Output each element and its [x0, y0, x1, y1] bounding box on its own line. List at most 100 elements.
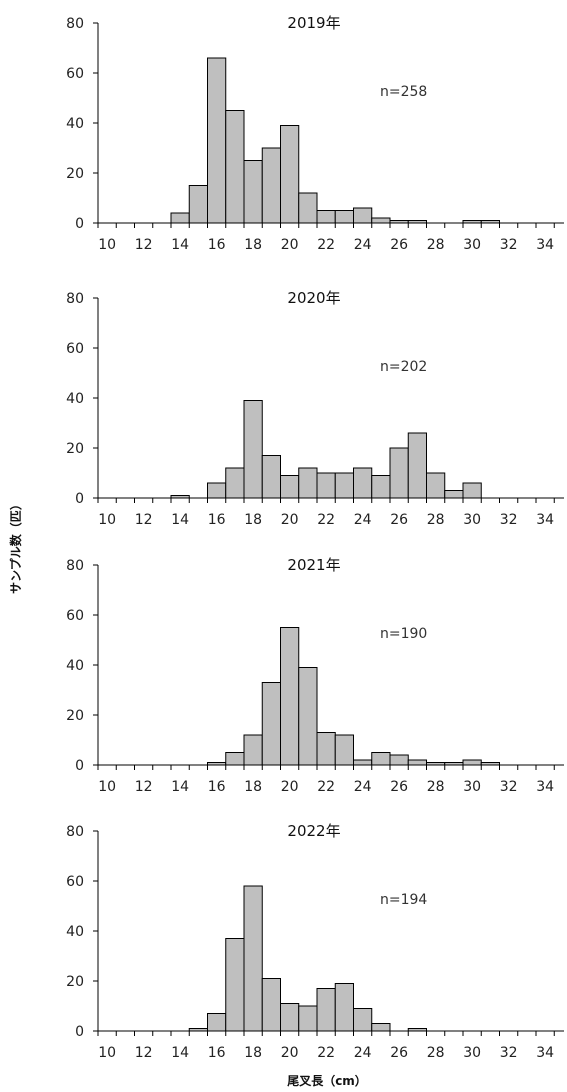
histogram-bar — [225, 110, 245, 224]
x-tick-label: 10 — [98, 779, 116, 795]
histogram-bar — [207, 57, 227, 224]
y-axis-title: サンプル数（匹） — [8, 498, 23, 594]
y-tick-label: 80 — [66, 291, 84, 307]
histogram-bar — [188, 185, 208, 224]
histogram-bar — [261, 455, 281, 499]
histogram-bar — [353, 467, 373, 499]
x-tick-label: 22 — [317, 1045, 335, 1061]
histogram-bar — [334, 210, 354, 224]
chart-title: 2020年 — [287, 289, 340, 307]
x-tick-label: 12 — [135, 1045, 153, 1061]
histogram-bar — [243, 400, 263, 499]
histogram-bar — [243, 160, 263, 224]
histogram-panel: 0 20 40 60 80 10 12 14 16 18 20 22 24 26 28 30 32 34 2021年… — [66, 556, 564, 795]
y-tick-label: 20 — [66, 708, 84, 724]
x-tick-label: 26 — [390, 779, 408, 795]
panels-group: 0 20 40 60 80 10 12 14 16 18 20 22 24 26 28 30 32 34 2019年… — [66, 14, 564, 1061]
x-tick-label: 30 — [463, 1045, 481, 1061]
histogram-bar — [280, 125, 300, 224]
histogram-bar — [298, 467, 318, 499]
x-tick-label: 16 — [208, 512, 226, 528]
histogram-bar — [371, 1023, 391, 1032]
x-tick-label: 20 — [281, 1045, 299, 1061]
x-tick-label: 18 — [244, 779, 262, 795]
histogram-bar — [334, 983, 354, 1032]
histogram-bar — [280, 627, 300, 766]
x-tick-label: 32 — [500, 779, 518, 795]
histogram-bar — [407, 432, 427, 499]
x-tick-label: 18 — [244, 1045, 262, 1061]
y-tick-label: 20 — [66, 441, 84, 457]
histogram-panel: 0 20 40 60 80 10 12 14 16 18 20 22 24 26 28 30 32 34 2022年… — [66, 822, 564, 1061]
x-tick-label: 24 — [354, 512, 372, 528]
x-tick-label: 20 — [281, 512, 299, 528]
histogram-bar — [462, 759, 482, 766]
y-tick-label: 0 — [75, 491, 84, 507]
y-tick-label: 40 — [66, 116, 84, 132]
x-tick-label: 16 — [208, 779, 226, 795]
histogram-panel: 0 20 40 60 80 10 12 14 16 18 20 22 24 26 28 30 32 34 2019年… — [66, 14, 564, 253]
y-tick-label: 80 — [66, 16, 84, 32]
x-tick-label: 34 — [536, 512, 554, 528]
x-tick-label: 12 — [135, 512, 153, 528]
x-tick-label: 10 — [98, 1045, 116, 1061]
histogram-bar — [261, 978, 281, 1032]
x-tick-label: 28 — [427, 237, 445, 253]
histogram-bar — [371, 752, 391, 766]
y-tick-label: 20 — [66, 166, 84, 182]
x-tick-label: 34 — [536, 1045, 554, 1061]
y-tick-label: 60 — [66, 66, 84, 82]
x-tick-label: 24 — [354, 1045, 372, 1061]
x-tick-label: 34 — [536, 779, 554, 795]
x-tick-label: 10 — [98, 237, 116, 253]
sample-size-annotation: n=258 — [380, 84, 427, 100]
x-tick-label: 30 — [463, 512, 481, 528]
y-tick-label: 0 — [75, 216, 84, 232]
sample-size-annotation: n=194 — [380, 892, 427, 908]
y-tick-label: 0 — [75, 1024, 84, 1040]
histogram-bar — [334, 472, 354, 499]
histogram-bar — [243, 885, 263, 1032]
x-tick-label: 30 — [463, 779, 481, 795]
histogram-bar — [298, 192, 318, 224]
histogram-bar — [389, 447, 409, 499]
chart-title: 2021年 — [287, 556, 340, 574]
histogram-bar — [261, 682, 281, 766]
x-tick-label: 16 — [208, 237, 226, 253]
histogram-bar — [225, 752, 245, 766]
x-tick-label: 22 — [317, 779, 335, 795]
x-tick-label: 28 — [427, 779, 445, 795]
histogram-bar — [170, 212, 190, 224]
histogram-bar — [353, 759, 373, 766]
histogram-bar — [444, 490, 464, 499]
histogram-bar — [280, 1003, 300, 1032]
x-axis-title: 尾叉長（cm） — [287, 1073, 367, 1088]
histogram-bar — [261, 147, 281, 224]
x-tick-label: 24 — [354, 237, 372, 253]
histogram-panel: 0 20 40 60 80 10 12 14 16 18 20 22 24 26 28 30 32 34 2020年… — [66, 289, 564, 528]
x-tick-label: 32 — [500, 1045, 518, 1061]
histogram-bar — [371, 217, 391, 224]
y-tick-label: 40 — [66, 924, 84, 940]
histogram-bar — [334, 734, 354, 766]
sample-size-annotation: n=202 — [380, 359, 427, 375]
x-tick-label: 12 — [135, 237, 153, 253]
histogram-bar — [426, 472, 446, 499]
x-tick-label: 18 — [244, 512, 262, 528]
y-tick-label: 80 — [66, 824, 84, 840]
histogram-bar — [353, 1008, 373, 1032]
x-tick-label: 28 — [427, 512, 445, 528]
x-tick-label: 14 — [171, 512, 189, 528]
histogram-bar — [316, 210, 336, 224]
y-tick-label: 20 — [66, 974, 84, 990]
histogram-bar — [207, 482, 227, 499]
x-tick-label: 22 — [317, 237, 335, 253]
x-tick-label: 18 — [244, 237, 262, 253]
histogram-bar — [243, 734, 263, 766]
x-tick-label: 26 — [390, 512, 408, 528]
x-tick-label: 32 — [500, 237, 518, 253]
histogram-bar — [225, 467, 245, 499]
x-tick-label: 14 — [171, 779, 189, 795]
x-tick-label: 20 — [281, 237, 299, 253]
